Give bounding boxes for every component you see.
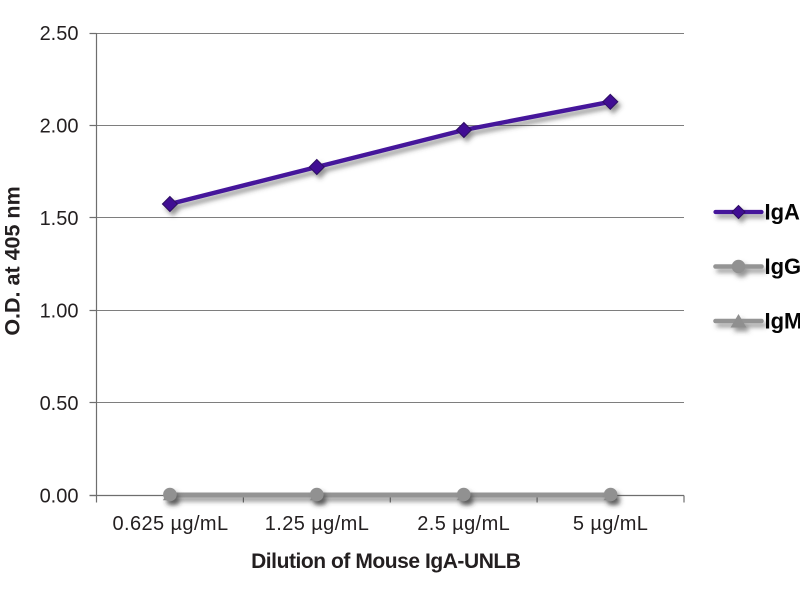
svg-text:0.00: 0.00 [40, 486, 79, 508]
svg-text:2.00: 2.00 [40, 116, 79, 138]
svg-text:Dilution of Mouse IgA-UNLB: Dilution of Mouse IgA-UNLB [251, 550, 521, 573]
svg-text:IgG: IgG [765, 254, 800, 279]
svg-text:5 µg/mL: 5 µg/mL [573, 513, 648, 535]
svg-text:1.50: 1.50 [40, 208, 79, 230]
svg-text:1.00: 1.00 [40, 301, 79, 323]
svg-text:0.625 µg/mL: 0.625 µg/mL [113, 513, 229, 535]
svg-text:2.5 µg/mL: 2.5 µg/mL [417, 513, 510, 535]
svg-text:1.25 µg/mL: 1.25 µg/mL [265, 513, 369, 535]
svg-text:IgM: IgM [765, 309, 800, 334]
svg-text:2.50: 2.50 [40, 23, 79, 45]
svg-text:O.D. at 405 nm: O.D. at 405 nm [1, 186, 25, 335]
svg-text:IgA: IgA [765, 200, 800, 225]
svg-text:0.50: 0.50 [40, 393, 79, 415]
